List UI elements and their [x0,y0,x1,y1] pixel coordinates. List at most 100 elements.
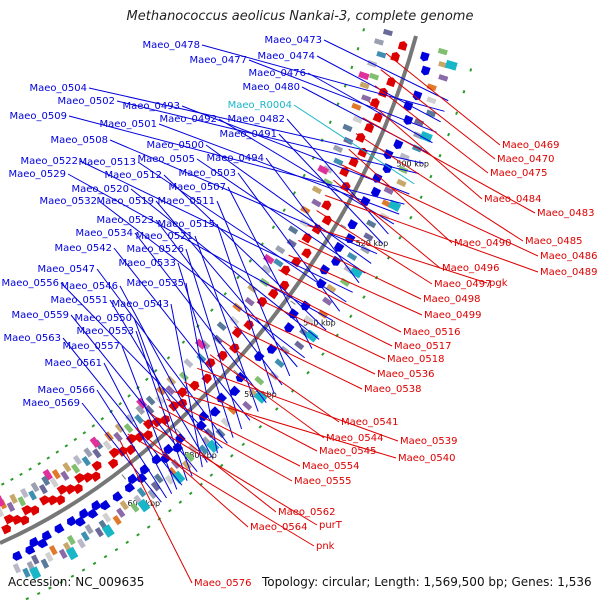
feature-block [274,358,285,368]
gene-label[interactable]: Maeo_0489 [540,267,597,278]
gene-label[interactable]: Maeo_0513 [79,157,136,168]
gene-label[interactable]: Maeo_0502 [58,96,115,107]
gene-label[interactable]: Maeo_0476 [249,68,306,79]
gene-label[interactable]: Maeo_0492 [160,114,217,125]
gene-label[interactable]: Maeo_0477 [190,55,247,66]
gene-label[interactable]: Maeo_0553 [77,326,134,337]
gene-label[interactable]: Maeo_0483 [537,208,594,219]
gene-arrow [42,530,52,541]
label-connector [116,100,420,175]
gene-label[interactable]: Maeo_0544 [326,433,383,444]
gene-label[interactable]: Maeo_0539 [400,436,457,447]
gene-label[interactable]: Maeo_0564 [250,522,307,533]
gene-label[interactable]: purT [319,520,343,531]
gene-label[interactable]: Maeo_0516 [403,327,460,338]
gene-label[interactable]: Maeo_0494 [207,153,264,164]
gene-label[interactable]: Maeo_0508 [51,135,108,146]
gene-label[interactable]: Maeo_0520 [72,184,129,195]
label-connector [113,247,251,421]
gene-label[interactable]: Maeo_0551 [51,295,108,306]
gene-arrow [54,495,65,506]
gene-label[interactable]: Maeo_0521 [136,231,193,242]
gene-label[interactable]: Maeo_0547 [38,264,95,275]
gene-label[interactable]: Maeo_0515 [158,219,215,230]
gene-label[interactable]: Maeo_0554 [302,461,359,472]
label-connector [135,330,188,481]
gene-label[interactable]: Maeo_0533 [119,258,176,269]
gene-label[interactable]: Maeo_R0004 [228,100,292,111]
label-connector [216,200,291,377]
gene-label[interactable]: Maeo_0566 [38,385,95,396]
gene-label[interactable]: Maeo_0556 [2,278,59,289]
feature-block [92,448,102,459]
gene-label[interactable]: Maeo_0485 [525,236,582,247]
gene-label[interactable]: Maeo_0504 [30,83,87,94]
feature-block [62,462,72,473]
gene-label[interactable]: Maeo_0507 [169,182,226,193]
gene-label[interactable]: Maeo_0562 [278,507,335,518]
gene-label[interactable]: Maeo_0518 [387,354,444,365]
gene-label[interactable]: Maeo_0519 [97,196,154,207]
feature-block [145,377,149,382]
gene-label[interactable]: Maeo_0536 [377,369,434,380]
gene-label[interactable]: Maeo_0491 [220,129,277,140]
gene-label[interactable]: Maeo_0493 [123,101,180,112]
gene-label[interactable]: Maeo_0538 [364,384,421,395]
gene-label[interactable]: Maeo_0569 [23,398,80,409]
gene-label[interactable]: Maeo_0576 [194,578,251,589]
gene-label[interactable]: Maeo_0532 [40,196,97,207]
gene-label[interactable]: Maeo_0555 [294,476,351,487]
gene-label[interactable]: Maeo_0497 [434,279,491,290]
gene-label[interactable]: Maeo_0503 [179,168,236,179]
gene-label[interactable]: Maeo_0550 [75,313,132,324]
gene-label[interactable]: Maeo_0486 [540,251,597,262]
gene-label[interactable]: Maeo_0484 [484,194,541,205]
gene-label[interactable]: Maeo_0499 [424,310,481,321]
gene-label[interactable]: Maeo_0511 [158,196,215,207]
gene-arrow [29,505,40,516]
gene-label[interactable]: Maeo_0470 [497,154,554,165]
label-connector [209,354,325,439]
gene-label[interactable]: Maeo_0535 [127,278,184,289]
gene-label[interactable]: Maeo_0529 [9,169,66,180]
feature-block [84,524,94,535]
feature-block [19,472,23,476]
gene-label[interactable]: Maeo_0545 [319,446,376,457]
gene-label[interactable]: Maeo_0546 [61,281,118,292]
gene-label[interactable]: Maeo_0478 [143,40,200,51]
gene-label[interactable]: Maeo_0512 [105,170,162,181]
gene-label[interactable]: Maeo_0561 [45,358,102,369]
gene-label[interactable]: Maeo_0480 [243,82,300,93]
gene-label[interactable]: Maeo_0469 [502,140,559,151]
gene-label[interactable]: Maeo_0559 [12,310,69,321]
feature-block [91,424,96,428]
gene-label[interactable]: Maeo_0473 [265,35,322,46]
gene-label[interactable]: Maeo_0526 [127,244,184,255]
gene-label[interactable]: Maeo_0542 [55,243,112,254]
gene-label[interactable]: Maeo_0496 [442,263,499,274]
gene-arrow [127,473,139,484]
gene-label[interactable]: Maeo_0474 [258,51,315,62]
gene-label[interactable]: Maeo_0501 [100,119,157,130]
gene-label[interactable]: Maeo_0523 [97,215,154,226]
gene-label[interactable]: Maeo_0475 [490,168,547,179]
gene-label[interactable]: Maeo_0540 [398,453,455,464]
gene-label[interactable]: Maeo_0522 [21,156,78,167]
gene-label[interactable]: Maeo_0541 [341,417,398,428]
gene-label[interactable]: pnk [316,541,335,552]
gene-label[interactable]: Maeo_0509 [10,111,67,122]
gene-label[interactable]: Maeo_0482 [228,114,285,125]
gene-label[interactable]: Maeo_0500 [147,140,204,151]
gene-label[interactable]: Maeo_0505 [138,154,195,165]
gene-label[interactable]: Maeo_0543 [112,299,169,310]
gene-label[interactable]: Maeo_0557 [63,341,120,352]
gene-label[interactable]: Maeo_0490 [454,238,511,249]
gene-arrow [196,420,207,431]
gene-label[interactable]: Maeo_0517 [394,341,451,352]
gene-arrow [21,505,32,516]
gene-label[interactable]: Maeo_0498 [423,294,480,305]
gene-label[interactable]: Maeo_0563 [4,333,61,344]
feature-block [89,436,101,449]
gene-label[interactable]: pgk [489,278,508,289]
gene-label[interactable]: Maeo_0534 [76,228,133,239]
